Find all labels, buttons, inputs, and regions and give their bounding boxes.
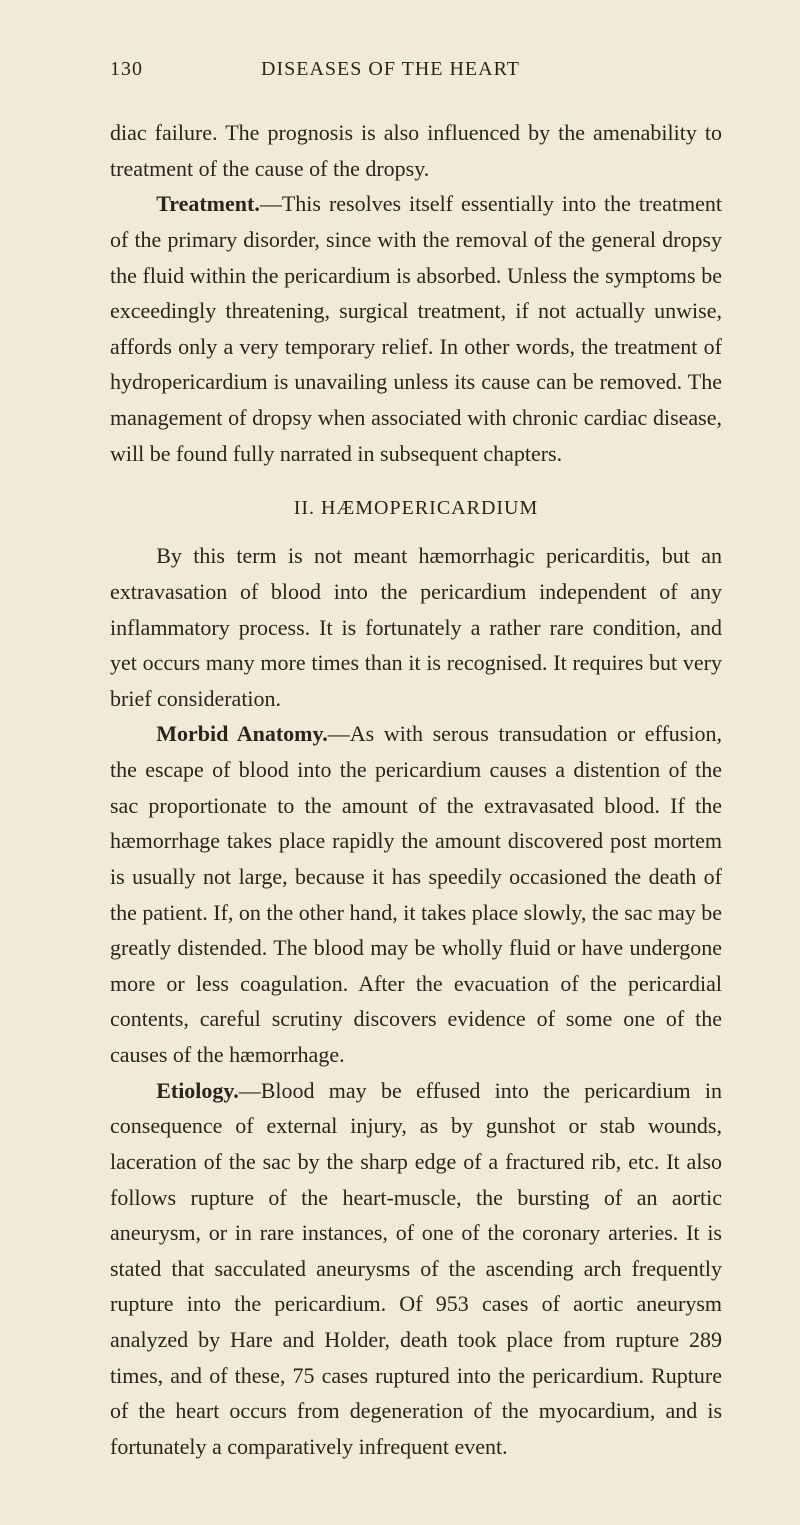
body-text: diac failure. The prognosis is also infl… xyxy=(110,115,722,1465)
section-heading: II. HÆMOPERICARDIUM xyxy=(110,497,722,520)
running-title: DISEASES OF THE HEART xyxy=(103,58,678,81)
lead-in-etiology: Etiology. xyxy=(156,1078,239,1103)
lead-in-morbid-anatomy: Morbid Anatomy. xyxy=(156,721,328,746)
paragraph-etiology-text: —Blood may be effused into the pericardi… xyxy=(110,1078,722,1459)
paragraph-intro: By this term is not meant hæmorrhagic pe… xyxy=(110,538,722,716)
page: 130 DISEASES OF THE HEART diac failure. … xyxy=(0,0,800,1525)
running-head: 130 DISEASES OF THE HEART xyxy=(110,58,722,81)
paragraph-treatment-text: —This resolves itself essentially into t… xyxy=(110,191,722,465)
paragraph-continuation: diac failure. The prognosis is also infl… xyxy=(110,115,722,186)
paragraph-etiology: Etiology.—Blood may be effused into the … xyxy=(110,1073,722,1465)
lead-in-treatment: Treatment. xyxy=(156,191,260,216)
paragraph-morbid-anatomy: Morbid Anatomy.—As with serous transudat… xyxy=(110,716,722,1072)
paragraph-treatment: Treatment.—This resolves itself essentia… xyxy=(110,186,722,471)
paragraph-morbid-anatomy-text: —As with serous transudation or effusion… xyxy=(110,721,722,1067)
